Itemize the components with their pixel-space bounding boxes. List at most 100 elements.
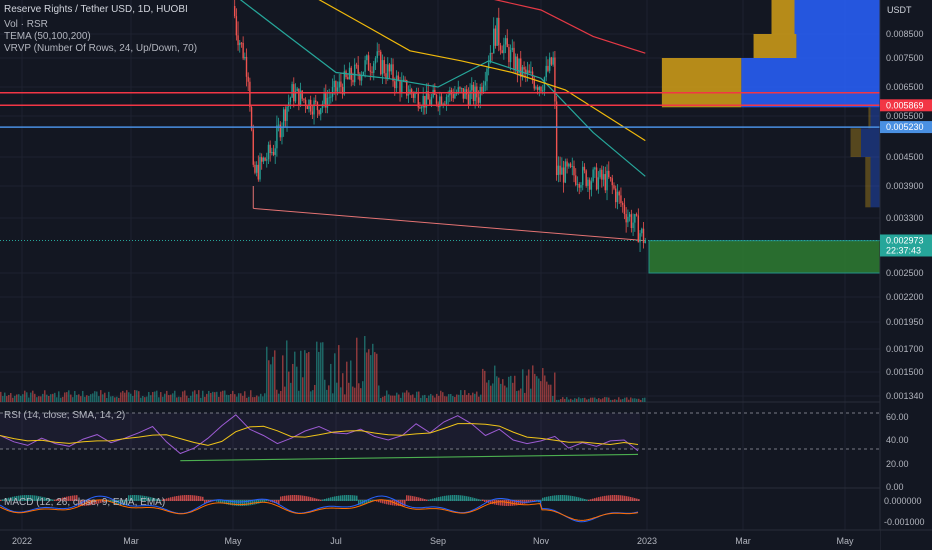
macd-histogram-bar [450,495,452,501]
volume-bar [576,398,578,402]
volume-bar [226,394,228,402]
macd-histogram-bar [342,495,344,501]
volume-bar [286,340,288,402]
macd-histogram-bar [244,500,246,506]
macd-histogram-bar [466,496,468,501]
macd-histogram-bar [572,496,574,501]
volume-bar [398,394,400,402]
macd-histogram-bar [376,500,378,502]
macd-histogram-bar [322,499,324,501]
blue-label-text: 0.005230 [886,122,924,132]
macd-histogram-bar [560,495,562,501]
volume-bar [94,391,96,402]
macd-histogram-bar [580,497,582,501]
volume-bar [74,391,76,402]
candle-body [525,69,527,74]
volume-bar [406,390,408,402]
legend-vol[interactable]: Vol · RSR [4,19,48,30]
volume-bar [122,390,124,402]
volume-bar [198,390,200,402]
candle-body [494,28,497,46]
candle-body [288,102,290,107]
volume-bar [386,390,388,402]
candle-body [252,129,254,165]
volume-bar [240,393,242,402]
volume-bar [534,373,536,402]
axis-bg [880,0,932,550]
candle-body [508,47,510,63]
legend-tema[interactable]: TEMA (50,100,200) [4,31,91,42]
macd-histogram-bar [2,499,4,501]
vp-bar-down [661,87,742,108]
macd-histogram-bar [258,500,260,504]
macd-histogram-bar [40,496,42,501]
macd-histogram-bar [100,500,102,503]
volume-bar [106,397,108,402]
legend-rsi[interactable]: RSI (14, close, SMA, 14, 2) [4,410,126,421]
macd-histogram-bar [108,500,110,502]
price-axis[interactable]: USDT0.0085000.0075000.0065000.0055000.00… [879,0,932,550]
volume-bar [30,392,32,402]
candle-body [547,65,549,71]
candle-body [362,71,365,76]
volume-bar [530,388,532,402]
volume-bar [362,381,364,402]
macd-histogram-bar [398,500,400,506]
volume-bar [380,397,382,402]
candle-body [262,157,265,162]
trendline [253,207,646,242]
macd-histogram-bar [292,495,294,501]
horizontal-levels[interactable] [0,92,880,241]
volume-bar [322,342,324,402]
macd-histogram-bar [18,495,20,501]
rsi-tick: 60.00 [886,412,909,422]
macd-histogram-bar [240,500,242,506]
candle-body [378,51,380,53]
candle-body [325,92,327,108]
vp-bar-up [870,157,880,208]
candle-body [561,167,563,175]
macd-histogram-bar [562,495,564,501]
volume-bar [352,386,354,402]
legend-macd[interactable]: MACD (12, 26, close, 9, EMA, EMA) [4,497,166,508]
macd-tick: -0.001000 [884,517,925,527]
volume-bar [54,392,56,402]
time-axis-bg [0,530,880,550]
candle-body [352,79,354,83]
volume-bar [618,397,620,402]
candle-body [599,169,601,178]
macd-histogram-bar [246,500,248,506]
macd-histogram-bar [242,500,244,506]
candle-body [479,87,481,103]
candle-body [493,28,495,54]
macd-histogram-bar [228,500,230,505]
time-axis[interactable]: 2022 Mar May Jul Sep Nov 2023 Mar May [0,529,932,550]
macd-histogram-bar [334,496,336,501]
volume-bar [400,397,402,402]
macd-histogram-bar [224,500,226,504]
candle-body [464,89,466,99]
macd-histogram-bar [484,500,486,502]
tema-line [493,0,646,54]
candle-body [298,88,300,106]
candle-body [533,79,535,89]
volume-bar [568,399,570,402]
legend-vrvp[interactable]: VRVP (Number Of Rows, 24, Up/Down, 70) [4,43,198,54]
volume-bar [634,398,636,402]
candle-body [568,163,570,167]
macd-histogram-bar [584,498,586,501]
candle-body [554,57,556,102]
volume-bar [316,341,318,402]
macd-histogram-bar [148,496,150,501]
candle-body [526,70,529,74]
macd-histogram-bar [426,499,428,501]
volume-bar [608,397,610,402]
candle-body [471,84,473,91]
candle-body [469,90,471,106]
tema-line [239,0,646,177]
volume-bar [440,390,442,402]
macd-histogram-bar [452,495,454,501]
volume-bar [374,352,376,402]
candle-body [623,204,626,215]
